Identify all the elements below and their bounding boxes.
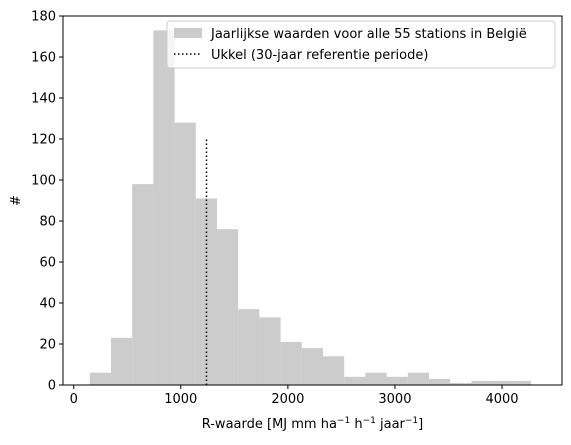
histogram-bar	[238, 309, 259, 385]
histogram-bar	[344, 377, 365, 385]
histogram-bar	[111, 338, 132, 385]
y-tick-label: 140	[31, 92, 56, 107]
y-tick-label: 0	[48, 379, 56, 394]
x-axis-label: R-waarde [MJ mm ha−1 h−1 jaar−1]	[202, 416, 424, 432]
x-tick-label: 4000	[485, 392, 518, 407]
histogram-bar	[90, 373, 111, 385]
y-axis-ticks: 0 20 40 60 80 100 120 140 160 180	[31, 10, 63, 394]
y-axis-label: #	[9, 195, 24, 206]
y-tick-label: 160	[31, 51, 56, 66]
x-tick-label: 3000	[378, 392, 411, 407]
y-tick-label: 100	[31, 174, 56, 189]
x-axis-ticks: 0 1000 2000 3000 4000	[70, 385, 519, 407]
x-axis-label-text: h	[350, 417, 362, 432]
x-axis-label-superscript: −1	[337, 416, 350, 426]
histogram-bar	[471, 381, 492, 385]
x-tick-label: 2000	[271, 392, 304, 407]
histogram-bars	[90, 30, 531, 385]
histogram-bar	[429, 379, 450, 385]
x-axis-label-text: ]	[418, 417, 423, 432]
y-tick-label: 40	[39, 297, 56, 312]
x-tick-label: 0	[70, 392, 78, 407]
histogram-bar	[302, 348, 323, 385]
x-axis-label-text: jaar	[376, 417, 406, 432]
y-tick-label: 120	[31, 133, 56, 148]
histogram-bar	[153, 30, 174, 385]
histogram-bar	[514, 381, 531, 385]
histogram-bar	[175, 123, 196, 385]
y-tick-label: 80	[39, 215, 56, 230]
x-tick-label: 1000	[164, 392, 197, 407]
histogram-bar	[387, 377, 408, 385]
y-tick-label: 60	[39, 256, 56, 271]
histogram-bar	[259, 317, 280, 385]
histogram-bar	[217, 229, 238, 385]
histogram-bar	[365, 373, 386, 385]
legend-entry-reference-line: Ukkel (30-jaar referentie periode)	[211, 48, 428, 63]
legend-swatch-histogram	[174, 28, 202, 38]
x-axis-label-superscript: −1	[405, 416, 418, 426]
legend: Jaarlijkse waarden voor alle 55 stations…	[167, 21, 555, 68]
y-tick-label: 20	[39, 338, 56, 353]
histogram-bar	[281, 342, 302, 385]
legend-entry-histogram: Jaarlijkse waarden voor alle 55 stations…	[210, 27, 527, 42]
histogram-bar	[408, 373, 429, 385]
histogram-bar	[132, 184, 153, 385]
histogram-bar	[323, 356, 344, 385]
x-axis-label-superscript: −1	[363, 416, 376, 426]
histogram-bar	[493, 381, 514, 385]
y-tick-label: 180	[31, 10, 56, 25]
x-axis-label-text: R-waarde [MJ mm ha	[202, 417, 337, 432]
